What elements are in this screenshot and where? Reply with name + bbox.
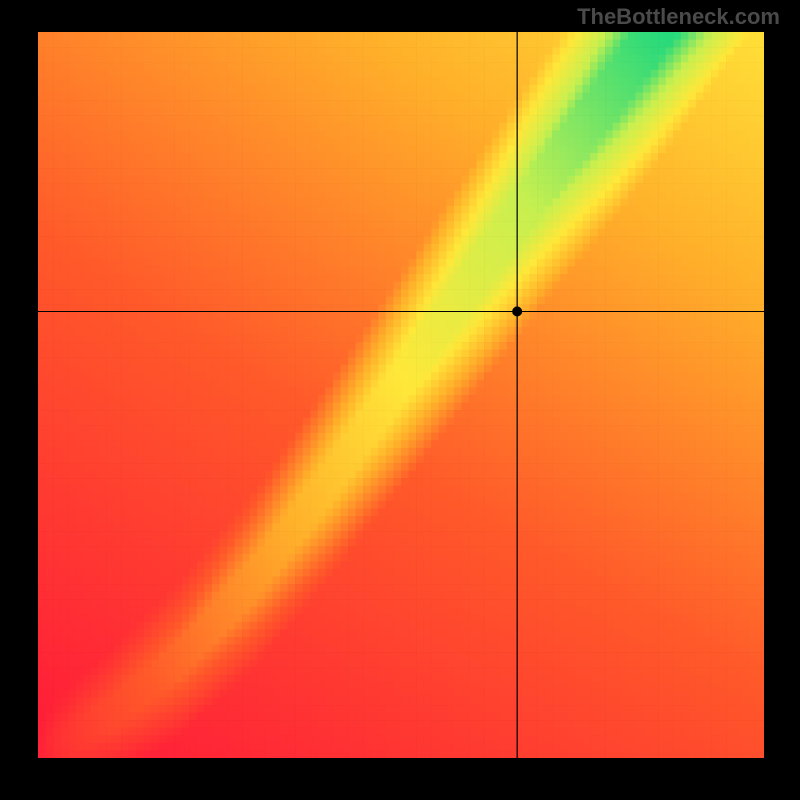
watermark-text: TheBottleneck.com bbox=[577, 4, 780, 30]
bottleneck-heatmap bbox=[38, 32, 764, 758]
heatmap-canvas bbox=[38, 32, 764, 758]
